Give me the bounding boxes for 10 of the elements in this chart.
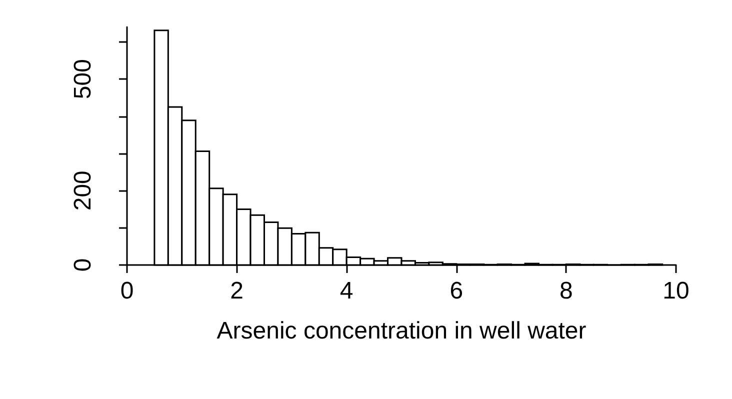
x-axis-title: Arsenic concentration in well water: [216, 318, 586, 344]
x-tick-label: 2: [230, 278, 244, 304]
x-tick-label: 0: [120, 278, 134, 304]
x-tick-label: 8: [560, 278, 573, 304]
y-tick-label: 0: [70, 258, 96, 272]
x-tick-label: 6: [450, 278, 464, 304]
y-tick-label: 500: [70, 59, 96, 100]
x-tick-label: 4: [340, 278, 354, 304]
y-tick-label: 200: [70, 170, 96, 211]
x-tick-label: 10: [662, 278, 690, 304]
